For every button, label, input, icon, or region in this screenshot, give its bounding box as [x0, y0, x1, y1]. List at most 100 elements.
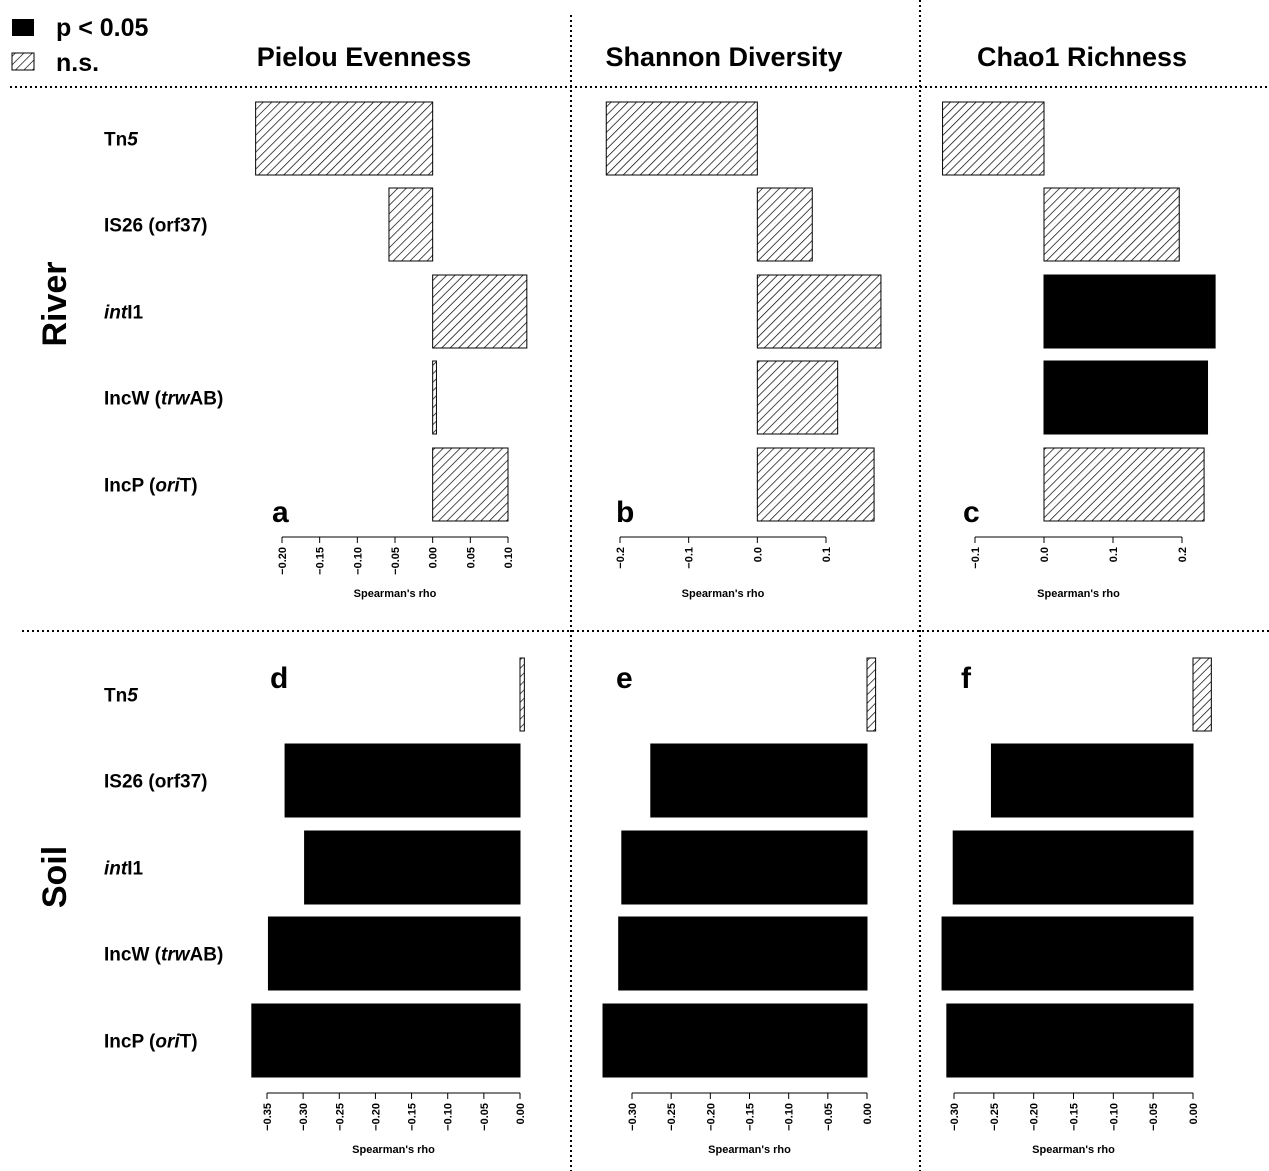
bar-a-1 — [255, 101, 434, 176]
bar-d-2 — [284, 743, 521, 818]
bar-b-2 — [756, 187, 813, 262]
tick-label-a-6: 0.05 — [465, 547, 477, 568]
tick-label-e-7: 0.00 — [862, 1103, 874, 1124]
panel-letter-e: e — [616, 662, 633, 695]
category-label-soil-1: Tn5 — [104, 686, 138, 707]
category-label-soil-2: IS26 (orf37) — [104, 772, 207, 793]
bar-b-3 — [756, 274, 882, 349]
bar-a-5 — [432, 447, 509, 522]
bar-f-2 — [990, 743, 1194, 818]
tick-label-b-4: 0.1 — [821, 547, 833, 562]
bar-c-1 — [942, 101, 1045, 176]
bar-e-4 — [618, 916, 868, 991]
tick-label-e-6: −0.05 — [823, 1103, 835, 1131]
tick-label-e-1: −0.30 — [627, 1103, 639, 1131]
panel-a: a −0.20 −0.15 −0.10 −0.05 0.00 0.05 0.10 Spearma… — [255, 101, 528, 600]
bar-d-5 — [251, 1003, 521, 1078]
bar-b-1 — [605, 101, 758, 176]
tick-label-f-7: 0.00 — [1188, 1103, 1200, 1124]
bar-e-5 — [602, 1003, 868, 1078]
x-axis-label-e: Spearman's rho — [708, 1144, 791, 1156]
tick-label-d-2: −0.30 — [298, 1103, 310, 1131]
panel-f: f −0.30 −0.25 −0.20 −0.15 −0.10 −0.05 0.00 Spear… — [941, 657, 1212, 1156]
tick-label-a-1: −0.20 — [277, 547, 289, 575]
legend: p < 0.05 n.s. — [11, 14, 149, 77]
tick-label-a-4: −0.05 — [390, 547, 402, 575]
x-axis-label-f: Spearman's rho — [1032, 1144, 1115, 1156]
bar-f-4 — [941, 916, 1194, 991]
tick-label-a-3: −0.10 — [352, 547, 364, 575]
category-label-soil-3: intI1 — [104, 859, 143, 880]
tick-label-c-1: −0.1 — [970, 547, 982, 569]
bar-c-2 — [1043, 187, 1180, 262]
panel-letter-a: a — [272, 496, 289, 529]
tick-label-e-4: −0.15 — [745, 1103, 757, 1131]
bar-f-1 — [1192, 657, 1212, 732]
x-axis-label-b: Spearman's rho — [682, 588, 765, 600]
bar-d-1 — [519, 657, 525, 732]
tick-label-d-7: −0.05 — [479, 1103, 491, 1131]
panel-letter-b: b — [616, 496, 634, 529]
bar-a-2 — [388, 187, 434, 262]
bar-b-4 — [756, 360, 839, 435]
tick-label-f-6: −0.05 — [1148, 1103, 1160, 1131]
panel-letter-c: c — [963, 496, 980, 529]
panel-c: c −0.1 0.0 0.1 0.2 Spearman's rho — [942, 101, 1216, 600]
tick-label-a-5: 0.00 — [428, 547, 440, 568]
tick-label-f-3: −0.20 — [1029, 1103, 1041, 1131]
bar-e-1 — [866, 657, 877, 732]
category-label-soil-5: IncP (oriT) — [104, 1032, 198, 1053]
category-label-river-3: intI1 — [104, 303, 143, 324]
tick-label-f-5: −0.10 — [1108, 1103, 1120, 1131]
row-title-river: River — [36, 261, 74, 346]
column-title-shannon: Shannon Diversity — [605, 42, 842, 72]
x-axis-label-c: Spearman's rho — [1037, 588, 1120, 600]
tick-label-f-1: −0.30 — [949, 1103, 961, 1131]
panel-b: b −0.2 −0.1 0.0 0.1 Spearman's rho — [605, 101, 882, 600]
column-title-pielou: Pielou Evenness — [257, 42, 472, 72]
tick-label-f-2: −0.25 — [989, 1103, 1001, 1131]
bar-f-5 — [946, 1003, 1194, 1078]
x-axis-label-d: Spearman's rho — [352, 1144, 435, 1156]
panel-d: d −0.35 −0.30 −0.25 −0.20 −0.15 −0.10 −0.05 0.00… — [251, 657, 527, 1156]
category-label-river-2: IS26 (orf37) — [104, 216, 207, 237]
tick-label-b-1: −0.2 — [615, 547, 627, 569]
tick-label-b-2: −0.1 — [684, 547, 696, 569]
tick-label-c-4: 0.2 — [1177, 547, 1189, 562]
legend-ns-swatch — [11, 52, 35, 71]
soil-category-labels: Tn5 IS26 (orf37) intI1 IncW (trwAB) IncP (or… — [104, 686, 223, 1053]
tick-label-d-4: −0.20 — [370, 1103, 382, 1131]
panel-letter-f: f — [961, 662, 972, 695]
legend-significant-label: p < 0.05 — [56, 14, 149, 42]
panel-e: e −0.30 −0.25 −0.20 −0.15 −0.10 −0.05 0.00 Spear… — [602, 657, 877, 1156]
bar-c-5 — [1043, 447, 1205, 522]
tick-label-a-7: 0.10 — [503, 547, 515, 568]
x-axis-label-a: Spearman's rho — [354, 588, 437, 600]
river-category-labels: Tn5 IS26 (orf37) intI1 IncW (trwAB) IncP (or… — [104, 130, 223, 497]
tick-label-d-6: −0.10 — [443, 1103, 455, 1131]
category-label-river-1: Tn5 — [104, 130, 138, 151]
bar-e-2 — [650, 743, 868, 818]
tick-label-d-1: −0.35 — [262, 1103, 274, 1131]
tick-label-a-2: −0.15 — [315, 547, 327, 575]
tick-label-e-3: −0.20 — [705, 1103, 717, 1131]
tick-label-e-2: −0.25 — [666, 1103, 678, 1131]
bar-a-3 — [432, 274, 528, 349]
legend-ns-label: n.s. — [56, 49, 99, 77]
bar-d-3 — [304, 830, 521, 905]
tick-label-c-3: 0.1 — [1108, 547, 1120, 562]
category-label-river-4: IncW (trwAB) — [104, 389, 223, 410]
tick-label-f-4: −0.15 — [1069, 1103, 1081, 1131]
tick-label-d-5: −0.15 — [407, 1103, 419, 1131]
panel-letter-d: d — [270, 662, 288, 695]
category-label-soil-4: IncW (trwAB) — [104, 945, 223, 966]
tick-label-d-8: 0.00 — [515, 1103, 527, 1124]
bar-c-3 — [1043, 274, 1216, 349]
category-label-river-5: IncP (oriT) — [104, 476, 198, 497]
tick-label-b-3: 0.0 — [752, 547, 764, 562]
bar-a-4 — [432, 360, 437, 435]
row-title-soil: Soil — [36, 846, 74, 908]
tick-label-d-3: −0.25 — [334, 1103, 346, 1131]
bar-b-5 — [756, 447, 875, 522]
